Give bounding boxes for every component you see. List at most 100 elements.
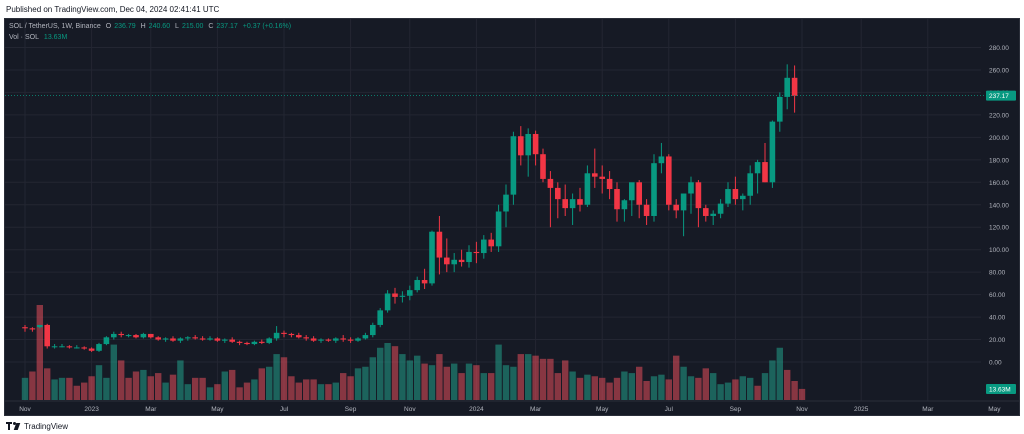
volume-bar <box>576 377 584 400</box>
volume-bar <box>710 373 717 400</box>
volume-bar <box>591 376 598 400</box>
footer-brand[interactable]: TradingView <box>6 419 68 433</box>
volume-bar <box>236 387 243 400</box>
volume-bar <box>643 381 650 400</box>
volume-bar <box>229 369 236 400</box>
candle-body <box>473 251 480 254</box>
axis-tags: 237.17 13.63M <box>986 90 1016 394</box>
y-tick-label: 280.00 <box>989 45 1009 52</box>
volume-bar <box>103 377 110 400</box>
candle-body <box>688 182 694 194</box>
volume-bar <box>747 377 754 400</box>
volume-bar <box>132 371 140 400</box>
volume-bar <box>451 363 458 400</box>
volume-bar <box>177 360 184 400</box>
volume-bar <box>776 347 783 400</box>
volume-bar <box>458 373 465 400</box>
candle-body <box>133 335 139 338</box>
candle-body <box>481 239 487 254</box>
chart-legend: SOL / TetherUS, 1W, Binance O 236.79 H 240… <box>9 21 294 43</box>
candle-body <box>747 173 753 196</box>
candle-body <box>155 337 161 340</box>
volume-bar <box>732 379 739 400</box>
candle-body <box>81 347 87 349</box>
volume-bar <box>473 365 480 400</box>
volume-bar <box>214 384 221 400</box>
candle-body <box>214 338 221 341</box>
candle-body <box>540 154 546 179</box>
candle-body <box>673 204 679 211</box>
volume-bar <box>295 382 302 400</box>
volume-bar <box>332 382 339 400</box>
candle-body <box>488 239 494 247</box>
legend-low-label: L <box>175 23 179 30</box>
candle-body <box>666 156 672 205</box>
y-tick-label: 180.00 <box>989 157 1009 164</box>
candle-body <box>732 189 739 200</box>
candle-body <box>192 337 198 339</box>
volume-bar <box>377 347 384 400</box>
candle-body <box>754 162 761 174</box>
candle-body <box>288 333 295 336</box>
candle-body <box>407 290 413 296</box>
volume-bar <box>44 368 51 400</box>
volume-bar <box>547 358 554 400</box>
last-price-tag-text: 237.17 <box>989 93 1009 100</box>
candle-body <box>643 204 650 216</box>
candle-body <box>310 338 317 341</box>
candle-body <box>229 339 235 342</box>
volume-bar <box>58 377 66 400</box>
candle-body <box>458 259 465 263</box>
y-tick-label: 100.00 <box>989 247 1009 254</box>
volume-bar <box>628 373 635 400</box>
volume-bar <box>769 360 776 400</box>
candle-body <box>74 347 80 349</box>
candle-body <box>510 136 517 195</box>
published-caption: Published on TradingView.com, Dec 04, 20… <box>6 5 220 14</box>
x-tick-label: Jul <box>665 406 674 413</box>
volume-bar <box>687 376 695 400</box>
volume-bar <box>399 354 406 400</box>
volume-bar <box>369 357 376 400</box>
x-tick-label: Jul <box>280 406 289 413</box>
x-tick-label: Sep <box>730 406 742 413</box>
candle-body <box>325 339 332 341</box>
volume-bar <box>562 360 569 400</box>
volume-bar <box>95 365 103 400</box>
price-axis-background <box>985 19 1019 415</box>
legend-open-value: 236.79 <box>114 23 136 30</box>
candle-body <box>769 121 776 183</box>
volume-bar <box>280 357 288 400</box>
candle-body <box>466 251 472 263</box>
volume-bar <box>258 368 265 400</box>
legend-volume-row: Vol · SOL 13.63M <box>9 32 294 43</box>
volume-bar <box>340 373 347 400</box>
time-axis[interactable]: Nov 2023 Mar May Jul Sep Nov 2024 Mar May Jul Sep No… <box>5 400 1020 413</box>
legend-change: +0.37 (+0.16%) <box>242 23 292 30</box>
volume-bar <box>243 382 251 400</box>
y-tick-label: 220.00 <box>989 112 1009 119</box>
price-axis[interactable]: 280.00260.00240.00220.00200.00180.00160.… <box>985 19 1020 416</box>
candle-body <box>111 333 117 338</box>
volume-bar <box>599 377 606 400</box>
x-tick-label: Sep <box>345 406 357 413</box>
volume-bar <box>184 384 191 400</box>
volume-tag-text: 13.63M <box>989 387 1011 394</box>
volume-bar <box>525 354 532 400</box>
candle-body <box>340 338 346 340</box>
x-tick-label: 2025 <box>854 406 869 413</box>
candle-body <box>177 338 184 341</box>
price-chart[interactable]: 280.00260.00240.00220.00200.00180.00160.… <box>5 19 1020 416</box>
legend-volume-label[interactable]: Vol · SOL <box>9 34 39 41</box>
candle-body <box>273 332 280 339</box>
candle-body <box>762 162 768 183</box>
candle-body <box>651 163 657 216</box>
volume-bar <box>702 368 709 400</box>
volume-bar <box>443 366 450 400</box>
volume-bar <box>510 366 517 400</box>
candle-body <box>658 156 665 164</box>
candle-body <box>37 324 43 328</box>
chart-panel[interactable]: SOL / TetherUS, 1W, Binance O 236.79 H 240… <box>4 18 1020 416</box>
legend-symbol[interactable]: SOL / TetherUS, 1W, Binance <box>9 23 101 30</box>
volume-bar <box>29 371 36 400</box>
